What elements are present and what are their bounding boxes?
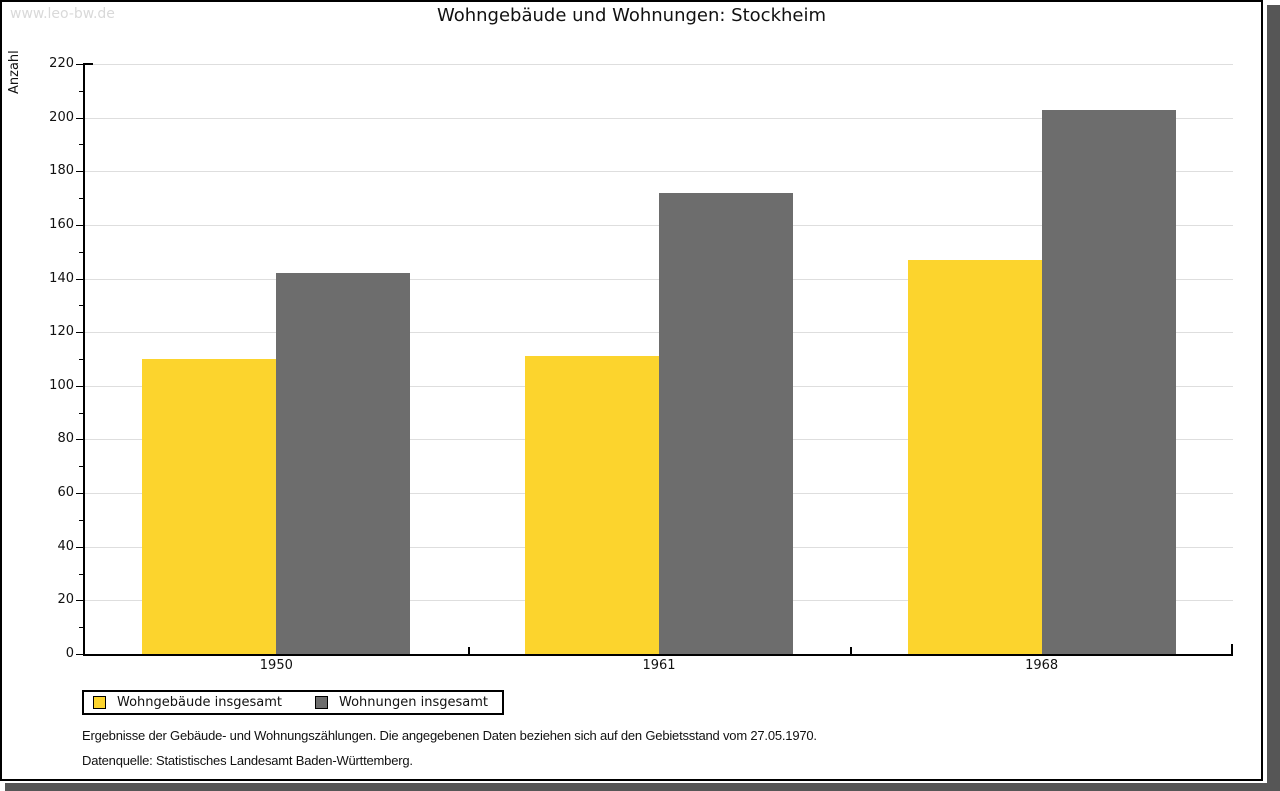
- y-axis-tick-label: 20: [57, 592, 74, 608]
- y-axis-tick-label: 80: [57, 431, 74, 447]
- bar-wohnungen-1950: [276, 273, 411, 654]
- data-source-text: Datenquelle: Statistisches Landesamt Bad…: [82, 753, 413, 768]
- legend-swatch-icon: [315, 696, 328, 709]
- y-axis-tick-label: 120: [49, 324, 74, 340]
- chart-card: www.leo-bw.de Wohngebäude und Wohnungen:…: [0, 0, 1263, 781]
- frame-shadow-right: [1267, 5, 1280, 791]
- watermark: www.leo-bw.de: [10, 6, 115, 22]
- y-axis-tick-label: 200: [49, 109, 74, 125]
- y-axis-minor-tick: [79, 627, 84, 629]
- y-axis-major-tick: [76, 546, 84, 548]
- y-axis-major-tick: [76, 171, 84, 173]
- y-axis-minor-tick: [79, 359, 84, 360]
- chart-title: Wohngebäude und Wohnungen: Stockheim: [436, 5, 827, 26]
- y-axis-minor-tick: [79, 305, 84, 307]
- y-axis-major-tick: [76, 332, 84, 334]
- footnote-text: Ergebnisse der Gebäude- und Wohnungszähl…: [82, 728, 817, 743]
- legend-item-wohnungen: Wohnungen insgesamt: [315, 695, 488, 710]
- y-axis-minor-tick: [79, 198, 84, 200]
- x-axis-tick-label: 1961: [642, 658, 676, 673]
- bar-wohngebaeude-1968: [907, 259, 1042, 654]
- x-axis-tick-label: 1950: [259, 658, 293, 673]
- y-axis-tick-label: 160: [49, 216, 74, 232]
- y-axis-major-tick: [76, 64, 84, 65]
- y-axis-major-tick: [76, 385, 84, 387]
- bar-wohngebaeude-1950: [142, 359, 277, 654]
- y-axis-tick-label: 40: [57, 538, 74, 554]
- y-axis-major-tick: [76, 439, 84, 441]
- y-axis-top-cap: [85, 63, 93, 65]
- plot-area: 0 20 40 60 80 100 120 140 160 180 200 220 1950 1961 19…: [2, 2, 1261, 779]
- y-axis-minor-tick: [79, 144, 84, 146]
- y-axis-tick-label: 0: [65, 646, 74, 661]
- y-axis-minor-tick: [79, 412, 84, 414]
- bar-wohnungen-1968: [1041, 109, 1176, 654]
- x-axis-boundary-tick: [850, 647, 853, 654]
- bar-wohnungen-1961: [659, 192, 793, 654]
- legend: Wohngebäude insgesamt Wohnungen insgesamt: [82, 690, 504, 715]
- y-axis-tick-label: 140: [49, 270, 74, 286]
- x-axis-end-tick: [1231, 644, 1233, 654]
- gridline: [85, 64, 1233, 65]
- legend-label: Wohngebäude insgesamt: [117, 695, 282, 710]
- y-axis-minor-tick: [79, 90, 84, 92]
- legend-item-wohngebaeude: Wohngebäude insgesamt: [93, 695, 282, 710]
- y-axis-major-tick: [76, 493, 84, 495]
- y-axis-minor-tick: [79, 573, 84, 575]
- y-axis-major-tick: [76, 117, 84, 119]
- x-axis-line: [83, 654, 1233, 656]
- y-axis-tick-label: 180: [49, 163, 74, 179]
- y-axis-major-tick: [76, 278, 84, 280]
- x-axis-boundary-tick: [467, 647, 470, 654]
- y-axis-tick-label: 60: [57, 485, 74, 501]
- y-axis-major-tick: [76, 654, 84, 655]
- y-axis-major-tick: [76, 224, 84, 226]
- y-axis-major-tick: [76, 600, 84, 602]
- gridline: [85, 117, 1233, 119]
- gridline: [85, 171, 1233, 173]
- bar-wohngebaeude-1961: [525, 356, 659, 654]
- y-axis-tick-label: 100: [49, 377, 74, 393]
- y-axis-minor-tick: [79, 519, 84, 521]
- x-axis-tick-label: 1968: [1025, 658, 1059, 673]
- y-axis-tick-label: 220: [49, 56, 74, 71]
- frame-shadow-bottom: [5, 783, 1280, 791]
- y-axis-minor-tick: [79, 251, 84, 253]
- legend-label: Wohnungen insgesamt: [339, 695, 488, 710]
- y-axis-line: [83, 63, 85, 656]
- y-axis-minor-tick: [79, 466, 84, 468]
- legend-swatch-icon: [93, 696, 106, 709]
